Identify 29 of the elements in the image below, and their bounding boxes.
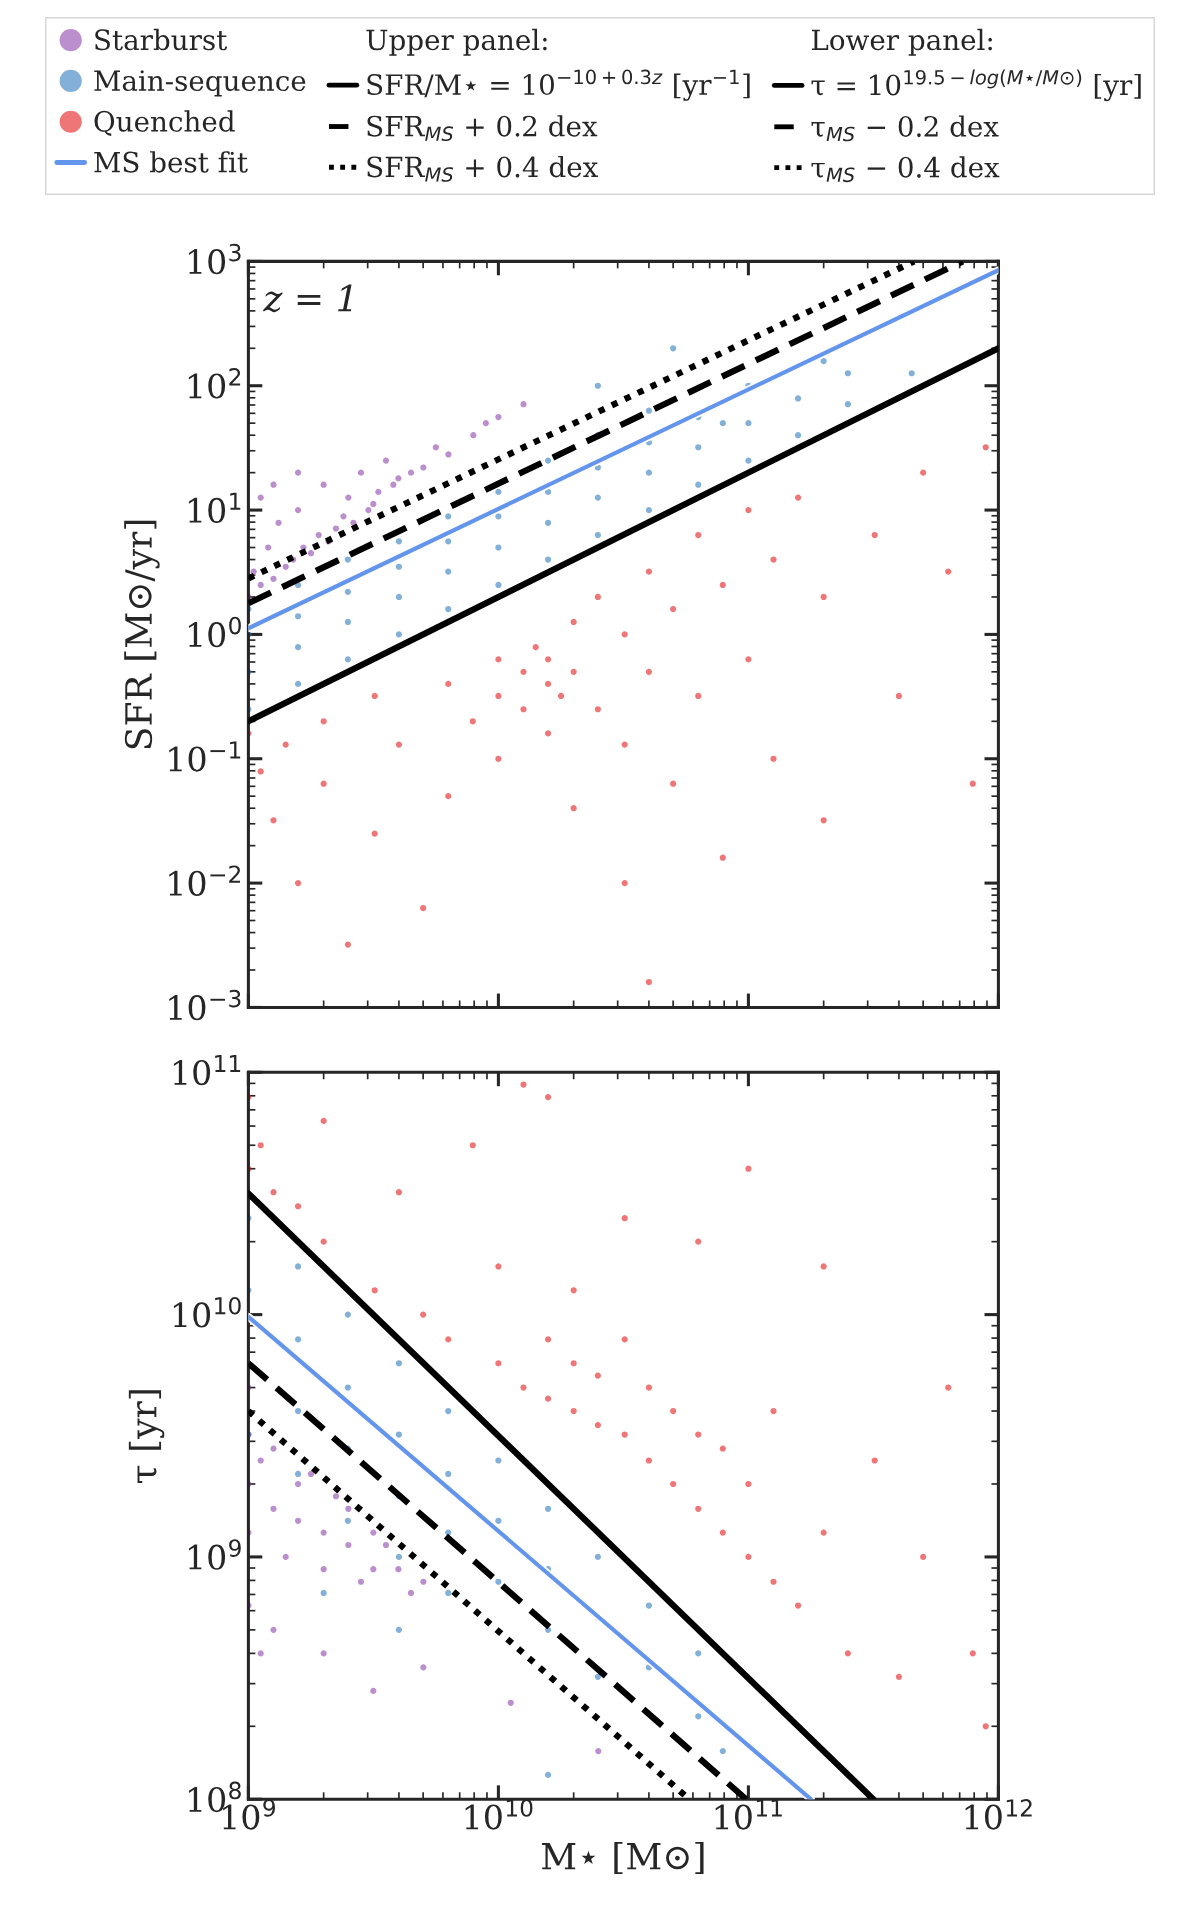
y-tick-label: 10$^{−2}$ bbox=[169, 865, 240, 896]
x-tick-label: 10$^{12}$ bbox=[965, 1799, 1032, 1830]
y-tick-label: 10$^{1}$ bbox=[188, 492, 241, 523]
x-tick-label: 10$^{10}$ bbox=[465, 1799, 533, 1830]
legend-title: Upper panel: bbox=[366, 28, 547, 56]
y-tick-label: 10$^{−1}$ bbox=[169, 741, 241, 772]
legend-label: τ = 10$^{19.5−log(M⋆/M⊙)}$ [yr] bbox=[811, 69, 1141, 102]
legend-label: τ$_{MS}$ − 0.2 dex bbox=[811, 115, 999, 142]
legend-label: MS best fit bbox=[94, 151, 248, 173]
y-axis-title: τ [yr] bbox=[128, 1390, 165, 1483]
legend-title: Lower panel: bbox=[811, 28, 992, 56]
y-tick-label: 10$^{0}$ bbox=[188, 616, 241, 648]
legend-label: SFR$_{MS}$ + 0.2 dex bbox=[367, 115, 598, 142]
y-tick-label: 10$^{3}$ bbox=[188, 243, 241, 275]
x-axis-title: M⋆ [M⊙] bbox=[541, 1841, 704, 1875]
y-tick-label: 10$^{11}$ bbox=[173, 1054, 241, 1086]
legend-label: Main-sequence bbox=[94, 70, 306, 97]
y-tick-label: 10$^{10}$ bbox=[173, 1296, 241, 1328]
legend-label: SFR/M⋆ = 10$^{−10+0.3z}$ [yr$^{−1}$] bbox=[367, 69, 750, 101]
y-tick-label: 10$^{9}$ bbox=[188, 1539, 241, 1570]
legend-label: SFR$_{MS}$ + 0.4 dex bbox=[367, 155, 598, 182]
legend-label: Quenched bbox=[94, 110, 235, 136]
annotation: z = 1 bbox=[263, 284, 352, 313]
legend-label: Starburst bbox=[95, 28, 228, 51]
y-tick-label: 10$^{2}$ bbox=[188, 368, 241, 399]
y-axis-title: SFR [M⊙/yr] bbox=[124, 520, 160, 749]
y-tick-label: 10$^{−3}$ bbox=[169, 989, 241, 1021]
legend-label: τ$_{MS}$ − 0.4 dex bbox=[811, 156, 1000, 183]
x-tick-label: 10$^{11}$ bbox=[715, 1799, 782, 1830]
